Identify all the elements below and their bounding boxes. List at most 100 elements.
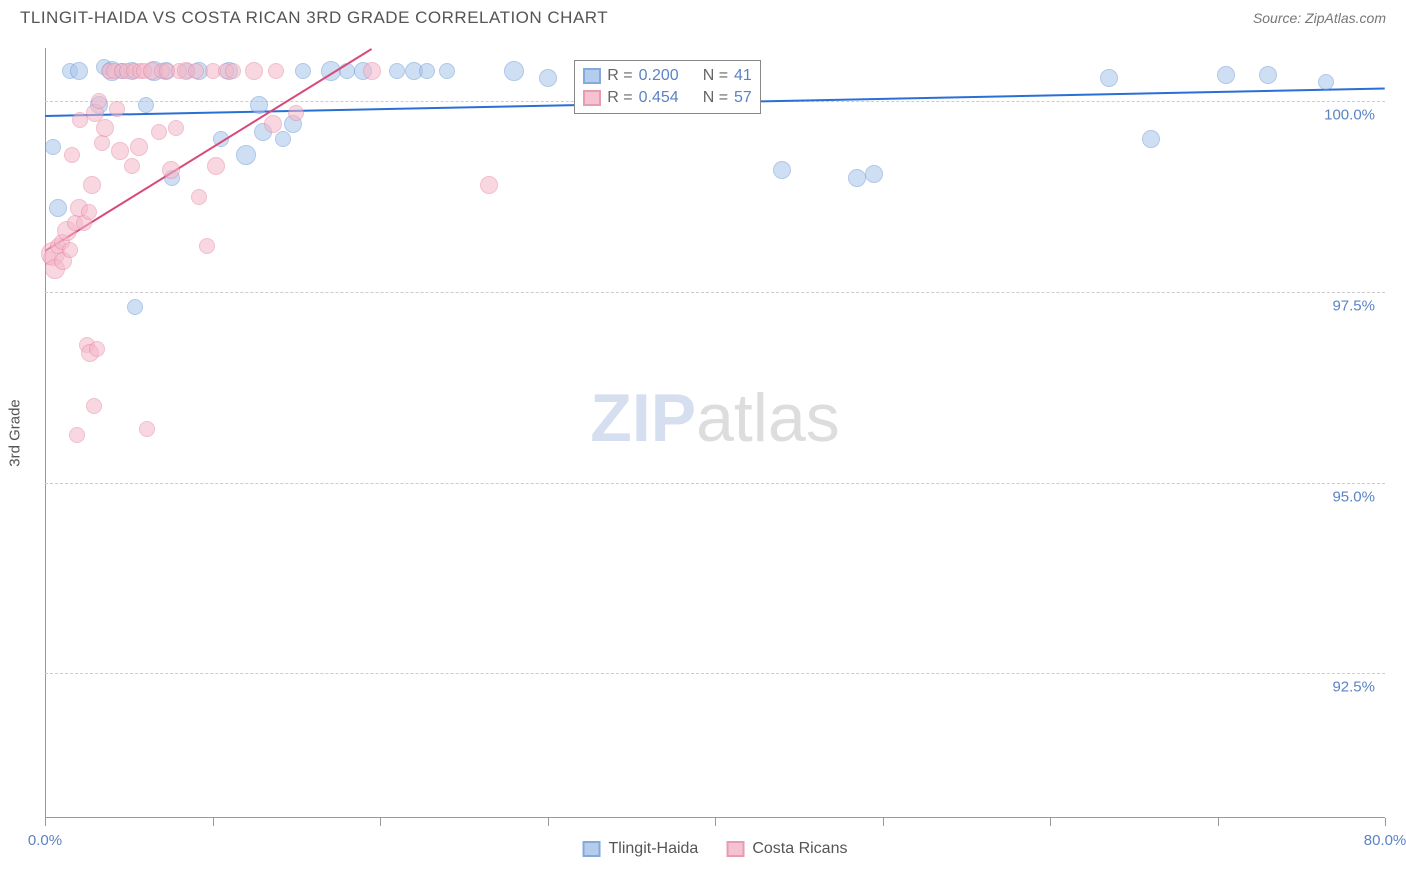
x-tick-label: 0.0% <box>28 832 62 849</box>
stat-n-value: 57 <box>734 89 752 107</box>
watermark-light: atlas <box>696 380 840 456</box>
data-point <box>89 341 105 357</box>
watermark-bold: ZIP <box>590 380 696 456</box>
y-axis-label: 3rd Grade <box>7 399 24 467</box>
data-point <box>773 161 791 179</box>
data-point <box>250 96 268 114</box>
data-point <box>151 124 167 140</box>
data-point <box>69 427 85 443</box>
data-point <box>504 61 524 81</box>
data-point <box>480 176 498 194</box>
legend-swatch <box>583 68 601 84</box>
data-point <box>138 97 154 113</box>
stat-n-value: 41 <box>734 67 752 85</box>
legend-label: Costa Ricans <box>752 840 847 858</box>
x-tick <box>1050 818 1051 826</box>
data-point <box>363 62 381 80</box>
data-point <box>83 176 101 194</box>
legend-swatch <box>726 841 744 857</box>
gridline <box>45 673 1385 674</box>
data-point <box>62 242 78 258</box>
x-tick <box>1218 818 1219 826</box>
data-point <box>109 101 125 117</box>
x-tick <box>380 818 381 826</box>
data-point <box>1259 66 1277 84</box>
axis-left <box>45 48 46 818</box>
legend-row: R = 0.454 N = 57 <box>583 87 752 109</box>
data-point <box>168 120 184 136</box>
x-tick <box>213 818 214 826</box>
legend-swatch <box>583 90 601 106</box>
gridline <box>45 483 1385 484</box>
source-prefix: Source: <box>1253 10 1305 26</box>
stat-r-value: 0.454 <box>639 89 679 107</box>
data-point <box>245 62 263 80</box>
x-tick <box>1385 818 1386 826</box>
x-tick <box>715 818 716 826</box>
data-point <box>45 139 61 155</box>
data-point <box>207 157 225 175</box>
data-point <box>419 63 435 79</box>
data-point <box>96 119 114 137</box>
data-point <box>124 158 140 174</box>
data-point <box>81 204 97 220</box>
x-tick-label: 80.0% <box>1364 832 1406 849</box>
data-point <box>439 63 455 79</box>
data-point <box>70 62 88 80</box>
x-tick <box>883 818 884 826</box>
data-point <box>1100 69 1118 87</box>
x-tick <box>45 818 46 826</box>
legend-item: Tlingit-Haida <box>583 840 699 858</box>
data-point <box>199 238 215 254</box>
y-tick-label: 97.5% <box>1332 297 1375 314</box>
source-credit: Source: ZipAtlas.com <box>1253 10 1386 26</box>
data-point <box>1318 74 1334 90</box>
data-point <box>1217 66 1235 84</box>
series-legend: Tlingit-Haida Costa Ricans <box>583 840 848 858</box>
data-point <box>127 299 143 315</box>
data-point <box>1142 130 1160 148</box>
header-bar: TLINGIT-HAIDA VS COSTA RICAN 3RD GRADE C… <box>0 0 1406 36</box>
chart-title: TLINGIT-HAIDA VS COSTA RICAN 3RD GRADE C… <box>20 8 608 28</box>
data-point <box>539 69 557 87</box>
data-point <box>130 138 148 156</box>
data-point <box>64 147 80 163</box>
legend-item: Costa Ricans <box>726 840 847 858</box>
data-point <box>94 135 110 151</box>
data-point <box>389 63 405 79</box>
data-point <box>188 63 204 79</box>
stat-r-label: R = <box>607 67 632 85</box>
y-tick-label: 100.0% <box>1324 107 1375 124</box>
stats-legend: R = 0.200 N = 41 R = 0.454 N = 57 <box>574 60 761 114</box>
data-point <box>86 398 102 414</box>
legend-swatch <box>583 841 601 857</box>
data-point <box>236 145 256 165</box>
y-tick-label: 95.0% <box>1332 488 1375 505</box>
watermark: ZIPatlas <box>590 379 839 457</box>
data-point <box>268 63 284 79</box>
stat-n-label: N = <box>703 89 728 107</box>
stat-n-label: N = <box>703 67 728 85</box>
stat-r-label: R = <box>607 89 632 107</box>
data-point <box>865 165 883 183</box>
legend-label: Tlingit-Haida <box>609 840 699 858</box>
data-point <box>91 93 107 109</box>
data-point <box>139 421 155 437</box>
data-point <box>111 142 129 160</box>
gridline <box>45 292 1385 293</box>
source-name: ZipAtlas.com <box>1305 10 1386 26</box>
data-point <box>288 105 304 121</box>
legend-row: R = 0.200 N = 41 <box>583 65 752 87</box>
data-point <box>162 161 180 179</box>
data-point <box>295 63 311 79</box>
data-point <box>191 189 207 205</box>
x-tick <box>548 818 549 826</box>
data-point <box>264 115 282 133</box>
data-point <box>848 169 866 187</box>
data-point <box>49 199 67 217</box>
trend-line <box>44 48 372 252</box>
y-tick-label: 92.5% <box>1332 679 1375 696</box>
scatter-chart: 3rd Grade ZIPatlas 92.5%95.0%97.5%100.0%… <box>45 48 1385 818</box>
stat-r-value: 0.200 <box>639 67 679 85</box>
data-point <box>225 63 241 79</box>
